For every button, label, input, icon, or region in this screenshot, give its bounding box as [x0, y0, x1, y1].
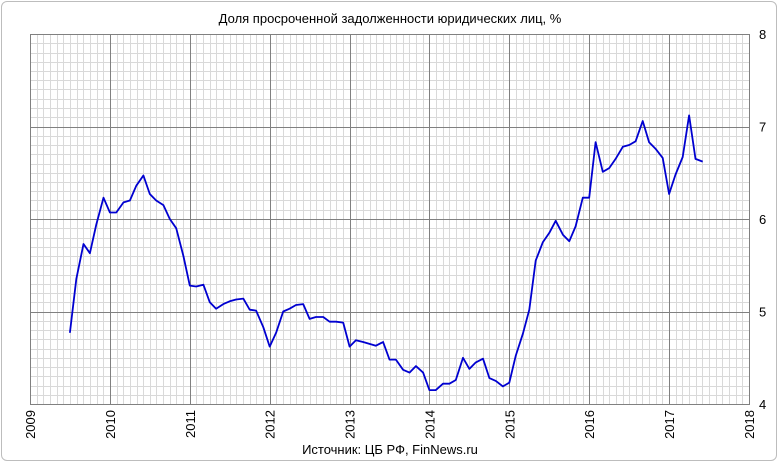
x-tick-label: 2015 — [502, 410, 517, 439]
x-tick-label: 2012 — [263, 410, 278, 439]
x-tick-label: 2009 — [23, 410, 38, 439]
y-tick-label: 7 — [759, 120, 766, 135]
y-tick-label: 4 — [759, 397, 766, 412]
series-line — [69, 114, 704, 391]
x-tick-label: 2011 — [183, 410, 198, 438]
x-tick-label: 2017 — [662, 410, 677, 439]
major-gridlines — [30, 34, 749, 404]
x-tick-label: 2018 — [742, 410, 757, 439]
x-tick-label: 2016 — [582, 410, 597, 439]
chart-source: Источник: ЦБ РФ, FinNews.ru — [302, 442, 478, 457]
x-axis-tick-labels: 2009 2010 2011 2012 2013 2014 2015 2016 2017 2018 — [23, 410, 757, 439]
plot-area-border — [30, 34, 750, 405]
x-tick-label: 2013 — [343, 410, 358, 439]
y-axis-tick-labels: 4 5 6 7 8 — [759, 27, 766, 412]
y-tick-label: 6 — [759, 212, 766, 227]
x-tick-label: 2014 — [422, 410, 437, 439]
y-tick-label: 5 — [759, 305, 766, 320]
x-tick-label: 2010 — [103, 410, 118, 439]
chart-title: Доля просроченной задолженности юридичес… — [218, 11, 562, 26]
y-tick-label: 8 — [759, 27, 766, 42]
